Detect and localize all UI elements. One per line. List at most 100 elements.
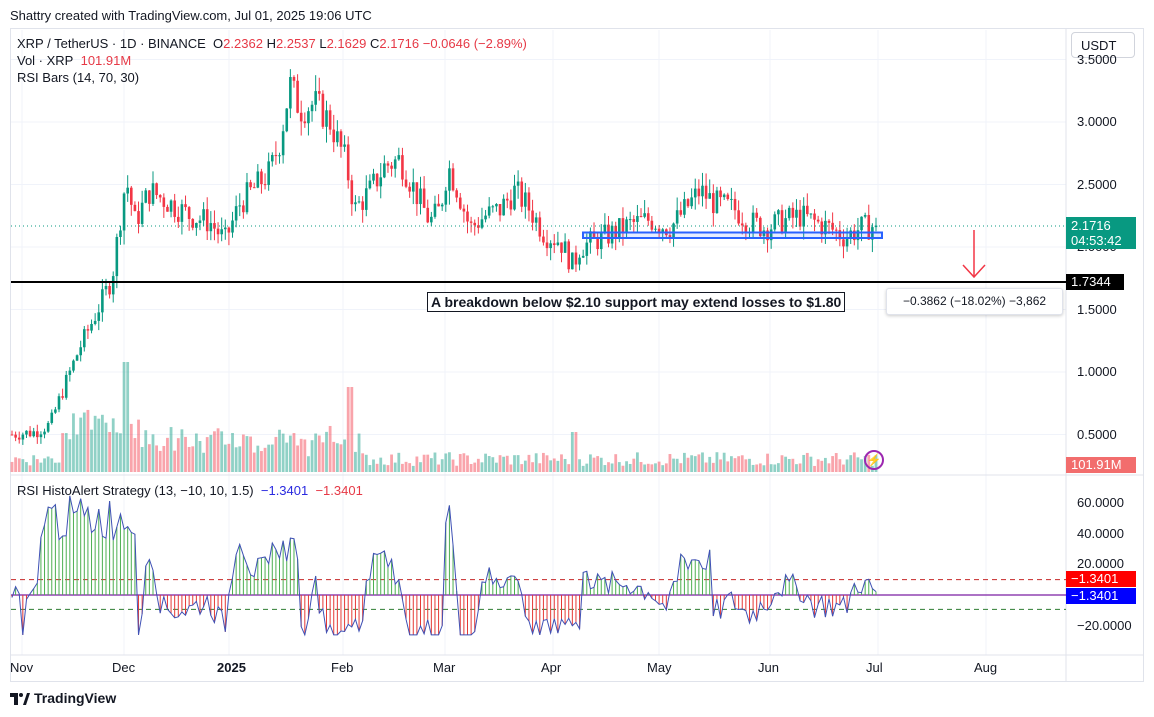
rsi-bars-legend[interactable]: RSI Bars (14, 70, 30) xyxy=(17,70,140,85)
candle-body xyxy=(581,255,585,258)
candle-body xyxy=(166,206,169,212)
volume-bar xyxy=(509,464,513,472)
volume-bar xyxy=(173,450,177,472)
volume-bar xyxy=(119,433,122,472)
volume-bar xyxy=(748,458,751,472)
volume-bar xyxy=(129,423,133,472)
candle-body xyxy=(824,220,827,235)
candle-body xyxy=(715,190,719,214)
candle-body xyxy=(726,194,730,200)
volume-bar xyxy=(448,452,451,472)
volume-bar xyxy=(158,450,162,472)
candle-body xyxy=(234,206,238,221)
candle-body xyxy=(455,190,458,198)
candle-body xyxy=(129,187,133,205)
volume-bar xyxy=(426,454,430,472)
volume-bar xyxy=(455,465,459,472)
candle-body xyxy=(524,192,527,207)
volume-bar xyxy=(603,465,607,472)
volume-bar xyxy=(740,455,744,472)
volume-bar xyxy=(585,463,589,472)
candle-body xyxy=(32,431,35,437)
candle-body xyxy=(719,190,722,198)
volume-bar xyxy=(97,418,101,472)
candle-body xyxy=(769,229,773,241)
volume-bar xyxy=(534,453,538,472)
candle-body xyxy=(556,242,560,245)
volume-bar xyxy=(762,465,766,472)
volume-bar xyxy=(325,431,328,472)
volume-bar xyxy=(86,409,90,472)
volume-bar xyxy=(108,431,112,472)
volume-value: 101.91M xyxy=(80,53,132,68)
candle-body xyxy=(545,242,549,249)
volume-bar xyxy=(14,457,18,472)
volume-bar xyxy=(404,461,408,472)
candle-body xyxy=(14,434,17,438)
volume-bar xyxy=(332,441,336,472)
currency-button[interactable]: USDT xyxy=(1071,32,1135,58)
candle-body xyxy=(350,180,354,205)
time-tick-label: Aug xyxy=(974,660,998,675)
volume-bar xyxy=(795,464,798,472)
volume-bar xyxy=(668,454,672,472)
volume-bar xyxy=(238,446,242,472)
volume-bar xyxy=(166,437,169,472)
volume-bar xyxy=(476,458,480,472)
volume-bar xyxy=(198,441,202,472)
volume-bar xyxy=(545,455,549,472)
candle-body xyxy=(516,181,520,186)
volume-bar xyxy=(43,458,46,472)
volume-bar xyxy=(50,458,54,472)
candle-body xyxy=(867,215,871,240)
volume-bar xyxy=(93,415,97,472)
breakdown-annotation[interactable]: A breakdown below $2.10 support may exte… xyxy=(427,292,846,312)
candle-body xyxy=(487,206,491,216)
candle-body xyxy=(220,229,223,235)
symbol-title[interactable]: XRP / TetherUS · 1D · BINANCE xyxy=(17,36,206,51)
volume-bar xyxy=(390,454,393,472)
volume-bar xyxy=(570,432,574,472)
measure-label[interactable]: −0.3862 (−18.02%) −3,862 xyxy=(886,288,1063,315)
candle-body xyxy=(17,437,21,440)
candle-body xyxy=(838,230,842,240)
candle-body xyxy=(158,195,162,198)
volume-bar xyxy=(28,465,32,472)
volume-bar xyxy=(831,456,835,472)
candle-body xyxy=(520,181,524,207)
volume-bar xyxy=(516,455,520,472)
candle-body xyxy=(83,329,86,348)
candle-body xyxy=(86,329,90,331)
candle-body xyxy=(28,430,32,437)
candle-body xyxy=(806,205,809,215)
volume-bar xyxy=(766,453,769,472)
candle-body xyxy=(397,155,401,160)
candle-body xyxy=(567,241,571,270)
candle-body xyxy=(54,409,57,413)
candle-body xyxy=(270,154,274,162)
volume-bar xyxy=(791,458,795,472)
lightning-icon[interactable]: ⚡ xyxy=(864,450,884,470)
volume-bar xyxy=(531,462,534,472)
volume-bar xyxy=(628,463,632,472)
volume-bar xyxy=(104,422,108,472)
volume-bar xyxy=(549,460,553,472)
volume-bar xyxy=(357,433,361,472)
candle-body xyxy=(744,225,748,232)
volume-bar xyxy=(191,446,195,472)
volume-bar xyxy=(252,452,256,472)
candle-body xyxy=(469,221,473,223)
volume-bar xyxy=(205,437,209,472)
price-tick-label: 3.5000 xyxy=(1077,51,1117,67)
volume-bar xyxy=(361,453,365,472)
volume-bar xyxy=(708,456,712,472)
candle-body xyxy=(860,216,863,231)
tradingview-brand[interactable]: TradingView xyxy=(10,690,116,706)
candle-body xyxy=(552,243,556,245)
candle-body xyxy=(842,239,845,247)
candle-body xyxy=(227,227,231,233)
low-value: 2.1629 xyxy=(326,36,367,51)
volume-bar xyxy=(115,432,119,472)
volume-bar xyxy=(798,463,802,472)
